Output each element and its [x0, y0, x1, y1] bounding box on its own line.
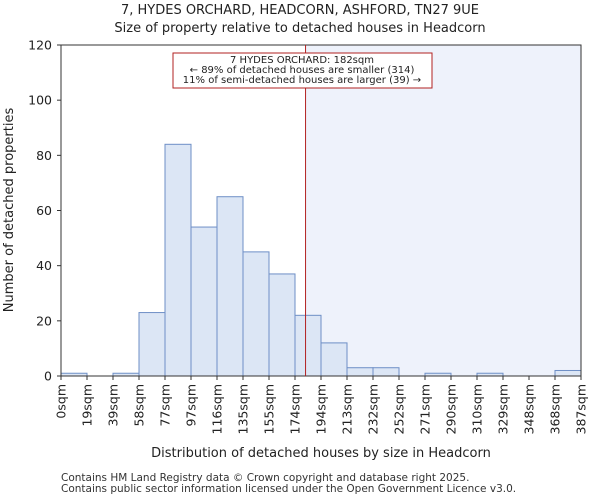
x-tick-label: 368sqm	[548, 384, 563, 434]
x-tick-label: 155sqm	[262, 384, 277, 434]
y-tick-label: 80	[36, 148, 52, 163]
x-tick-label: 116sqm	[210, 384, 225, 434]
annotation-line-3: 11% of semi-detached houses are larger (…	[183, 75, 421, 86]
x-tick-label: 174sqm	[288, 384, 303, 434]
histogram-bar	[372, 367, 400, 377]
x-tick-label: 387sqm	[574, 384, 589, 434]
x-tick-label: 39sqm	[106, 384, 121, 427]
histogram-bar	[294, 314, 322, 377]
histogram-bar	[164, 143, 192, 377]
y-ticks: 0 20 40 60 80 100 120	[28, 38, 61, 384]
x-tick-label: 271sqm	[418, 384, 433, 434]
y-tick-label: 120	[28, 38, 52, 53]
x-axis-label: Distribution of detached houses by size …	[151, 446, 491, 461]
histogram-bar	[216, 196, 244, 377]
histogram-bar	[138, 312, 166, 377]
histogram-bar	[320, 342, 348, 377]
y-tick-label: 0	[44, 369, 52, 384]
y-tick-label: 20	[36, 313, 52, 328]
histogram-bar	[268, 273, 296, 377]
x-tick-label: 97sqm	[184, 384, 199, 427]
x-tick-label: 310sqm	[470, 384, 485, 434]
x-tick-label: 58sqm	[132, 384, 147, 427]
x-tick-label: 348sqm	[522, 384, 537, 434]
chart-subtitle: Size of property relative to detached ho…	[114, 21, 485, 36]
x-tick-label: 232sqm	[366, 384, 381, 434]
y-tick-label: 40	[36, 258, 52, 273]
histogram-bar	[190, 226, 218, 377]
x-tick-label: 252sqm	[392, 384, 407, 434]
x-tick-label: 213sqm	[340, 384, 355, 434]
x-tick-label: 77sqm	[158, 384, 173, 427]
footer-line-1: Contains HM Land Registry data © Crown c…	[61, 472, 470, 484]
histogram-bar	[554, 369, 582, 377]
annotation-line-1: 7 HYDES ORCHARD: 182sqm	[230, 55, 374, 66]
x-tick-label: 135sqm	[236, 384, 251, 434]
annotation-box	[172, 52, 433, 89]
annotation-line-2: ← 89% of detached houses are smaller (31…	[190, 65, 415, 76]
bars-group	[60, 143, 582, 377]
x-ticks: 0sqm 19sqm 39sqm 58sqm 77sqm 97sqm 116sqm 135sq…	[54, 376, 589, 434]
histogram-bar	[242, 251, 270, 377]
y-tick-label: 60	[36, 203, 52, 218]
x-tick-label: 19sqm	[80, 384, 95, 427]
y-axis-label: Number of detached properties	[2, 108, 17, 313]
footer-line-2: Contains public sector information licen…	[61, 483, 517, 495]
x-tick-label: 194sqm	[314, 384, 329, 434]
chart-title: 7, HYDES ORCHARD, HEADCORN, ASHFORD, TN2…	[121, 3, 479, 18]
histogram-bar	[346, 367, 374, 377]
y-tick-label: 100	[28, 93, 52, 108]
x-tick-label: 290sqm	[444, 384, 459, 434]
x-tick-label: 0sqm	[54, 384, 69, 419]
highlight-region	[305, 45, 581, 376]
x-tick-label: 329sqm	[496, 384, 511, 434]
